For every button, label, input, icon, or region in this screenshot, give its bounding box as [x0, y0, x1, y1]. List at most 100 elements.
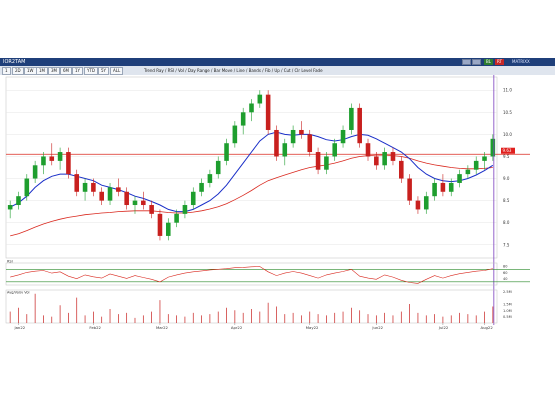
candle-body [215, 160, 221, 175]
candle-body [390, 152, 396, 161]
volume-tick-label: 0.5M [503, 315, 512, 319]
candle-body [157, 213, 163, 236]
range-button-ytd[interactable]: YTD [84, 67, 98, 75]
chart-area[interactable]: 7.5 8.0 8.5 9.0 9.5 10.0 10.5 11.0 9.63 RSI 40 60 8… [0, 75, 555, 338]
candle-body [174, 213, 179, 223]
range-button-1[interactable]: 1 [2, 67, 11, 75]
price-tick-label: 9.0 [503, 176, 510, 181]
candle-body [57, 152, 63, 161]
price-tick-label: 10.0 [503, 132, 512, 137]
candle-body [382, 152, 387, 166]
candle-body [165, 222, 171, 236]
chart-window: IOR2TAM BL RT MATRIXX 1 2D 1W 1M 3M 6M 1… [0, 58, 555, 338]
candle-body [457, 174, 462, 183]
candle-body [274, 129, 279, 157]
candle-body [190, 191, 196, 206]
volume-title: Avg/Vol/v Vol [7, 291, 30, 295]
candle-body [332, 143, 338, 157]
price-tick-label: 7.5 [503, 242, 510, 247]
candle-body [415, 200, 421, 210]
candle-body [315, 152, 321, 170]
price-panel: 7.5 8.0 8.5 9.0 9.5 10.0 10.5 11.0 9.63 [5, 75, 530, 325]
x-tick-label: Mar22 [156, 325, 169, 330]
candle-body [207, 174, 213, 183]
candle-body [365, 143, 371, 157]
candle-body [432, 182, 437, 197]
rsi-tick-label: 80 [503, 265, 507, 269]
candle-body [357, 107, 362, 144]
badge-rt: RT [495, 59, 504, 65]
candle-body [423, 196, 429, 210]
range-button-1m[interactable]: 1M [36, 67, 48, 75]
volume-panel: Avg/Vol/v Vol 2.5M 1.5M 1.0M 0.5M [5, 289, 512, 324]
x-tick-label: Aug22 [481, 325, 494, 330]
badge-matrix: MATRIXX [512, 59, 530, 64]
volume-tick-label: 1.5M [503, 302, 512, 306]
rsi-line [10, 266, 493, 284]
candle-body [132, 200, 138, 206]
candle-body [490, 138, 496, 157]
candle-body [473, 160, 479, 170]
price-tick-label: 8.0 [503, 220, 510, 225]
candle-body [407, 178, 412, 201]
candle-body [107, 187, 113, 201]
range-button-6m[interactable]: 6M [60, 67, 72, 75]
price-tick-label: 8.5 [503, 198, 510, 203]
candle-body [41, 156, 46, 166]
candle-body [82, 182, 88, 192]
x-tick-label: Jul22 [438, 325, 449, 330]
price-tick-label: 11.0 [503, 88, 512, 93]
minimize-button[interactable] [462, 59, 471, 65]
candle-body [399, 160, 404, 179]
volume-tick-label: 1.0M [503, 309, 512, 313]
rsi-tick-label: 60 [503, 271, 507, 275]
candle-body [224, 143, 229, 161]
price-frame [5, 76, 498, 259]
price-tick-label: 9.5 [503, 154, 510, 159]
candle-body [299, 129, 304, 135]
candle-body [482, 156, 487, 161]
x-tick-label: May22 [306, 325, 319, 330]
candle-body [374, 156, 379, 166]
candle-body [199, 182, 204, 192]
candle-body [440, 182, 446, 192]
maximize-button[interactable] [472, 59, 481, 65]
range-button-3m[interactable]: 3M [48, 67, 60, 75]
candle-body [66, 152, 71, 175]
candle-body [74, 174, 80, 192]
ma-short-line [9, 131, 494, 213]
candle-body [307, 134, 313, 153]
x-tick-label: Jan22 [13, 325, 25, 330]
title-bar: IOR2TAM BL RT MATRIXX [0, 58, 555, 66]
rsi-frame [5, 262, 498, 286]
rsi-title: RSI [7, 260, 13, 264]
range-button-2d[interactable]: 2D [12, 67, 24, 75]
candle-body [91, 182, 96, 192]
candle-body [249, 103, 254, 113]
candle-body [182, 205, 188, 214]
range-button-5y[interactable]: 5Y [98, 67, 109, 75]
symbol-label: IOR2TAM [3, 59, 26, 65]
candle-body [149, 205, 154, 214]
candle-body [7, 205, 13, 210]
price-tick-label: 10.5 [503, 110, 512, 115]
x-tick-label: Feb22 [89, 325, 101, 330]
range-button-all[interactable]: ALL [110, 67, 124, 75]
x-tick-label: Apr22 [231, 325, 243, 330]
candle-body [124, 191, 129, 206]
candle-body [282, 143, 288, 157]
candle-body [290, 129, 296, 144]
ma-long-line [10, 154, 493, 237]
candle-body [349, 107, 354, 130]
candle-body [257, 94, 263, 104]
candle-body [49, 156, 55, 161]
badge-bl: BL [484, 59, 493, 65]
candle-body [99, 191, 104, 201]
tool-strip: Trend Ray / RSI / Vol / Day Range / Bar … [144, 68, 323, 73]
range-button-1w[interactable]: 1W [24, 67, 37, 75]
candle-body [141, 200, 146, 206]
last-price-box [501, 147, 515, 154]
range-button-1y[interactable]: 1Y [72, 67, 83, 75]
candle-body [16, 196, 21, 206]
candle-body [232, 125, 238, 144]
